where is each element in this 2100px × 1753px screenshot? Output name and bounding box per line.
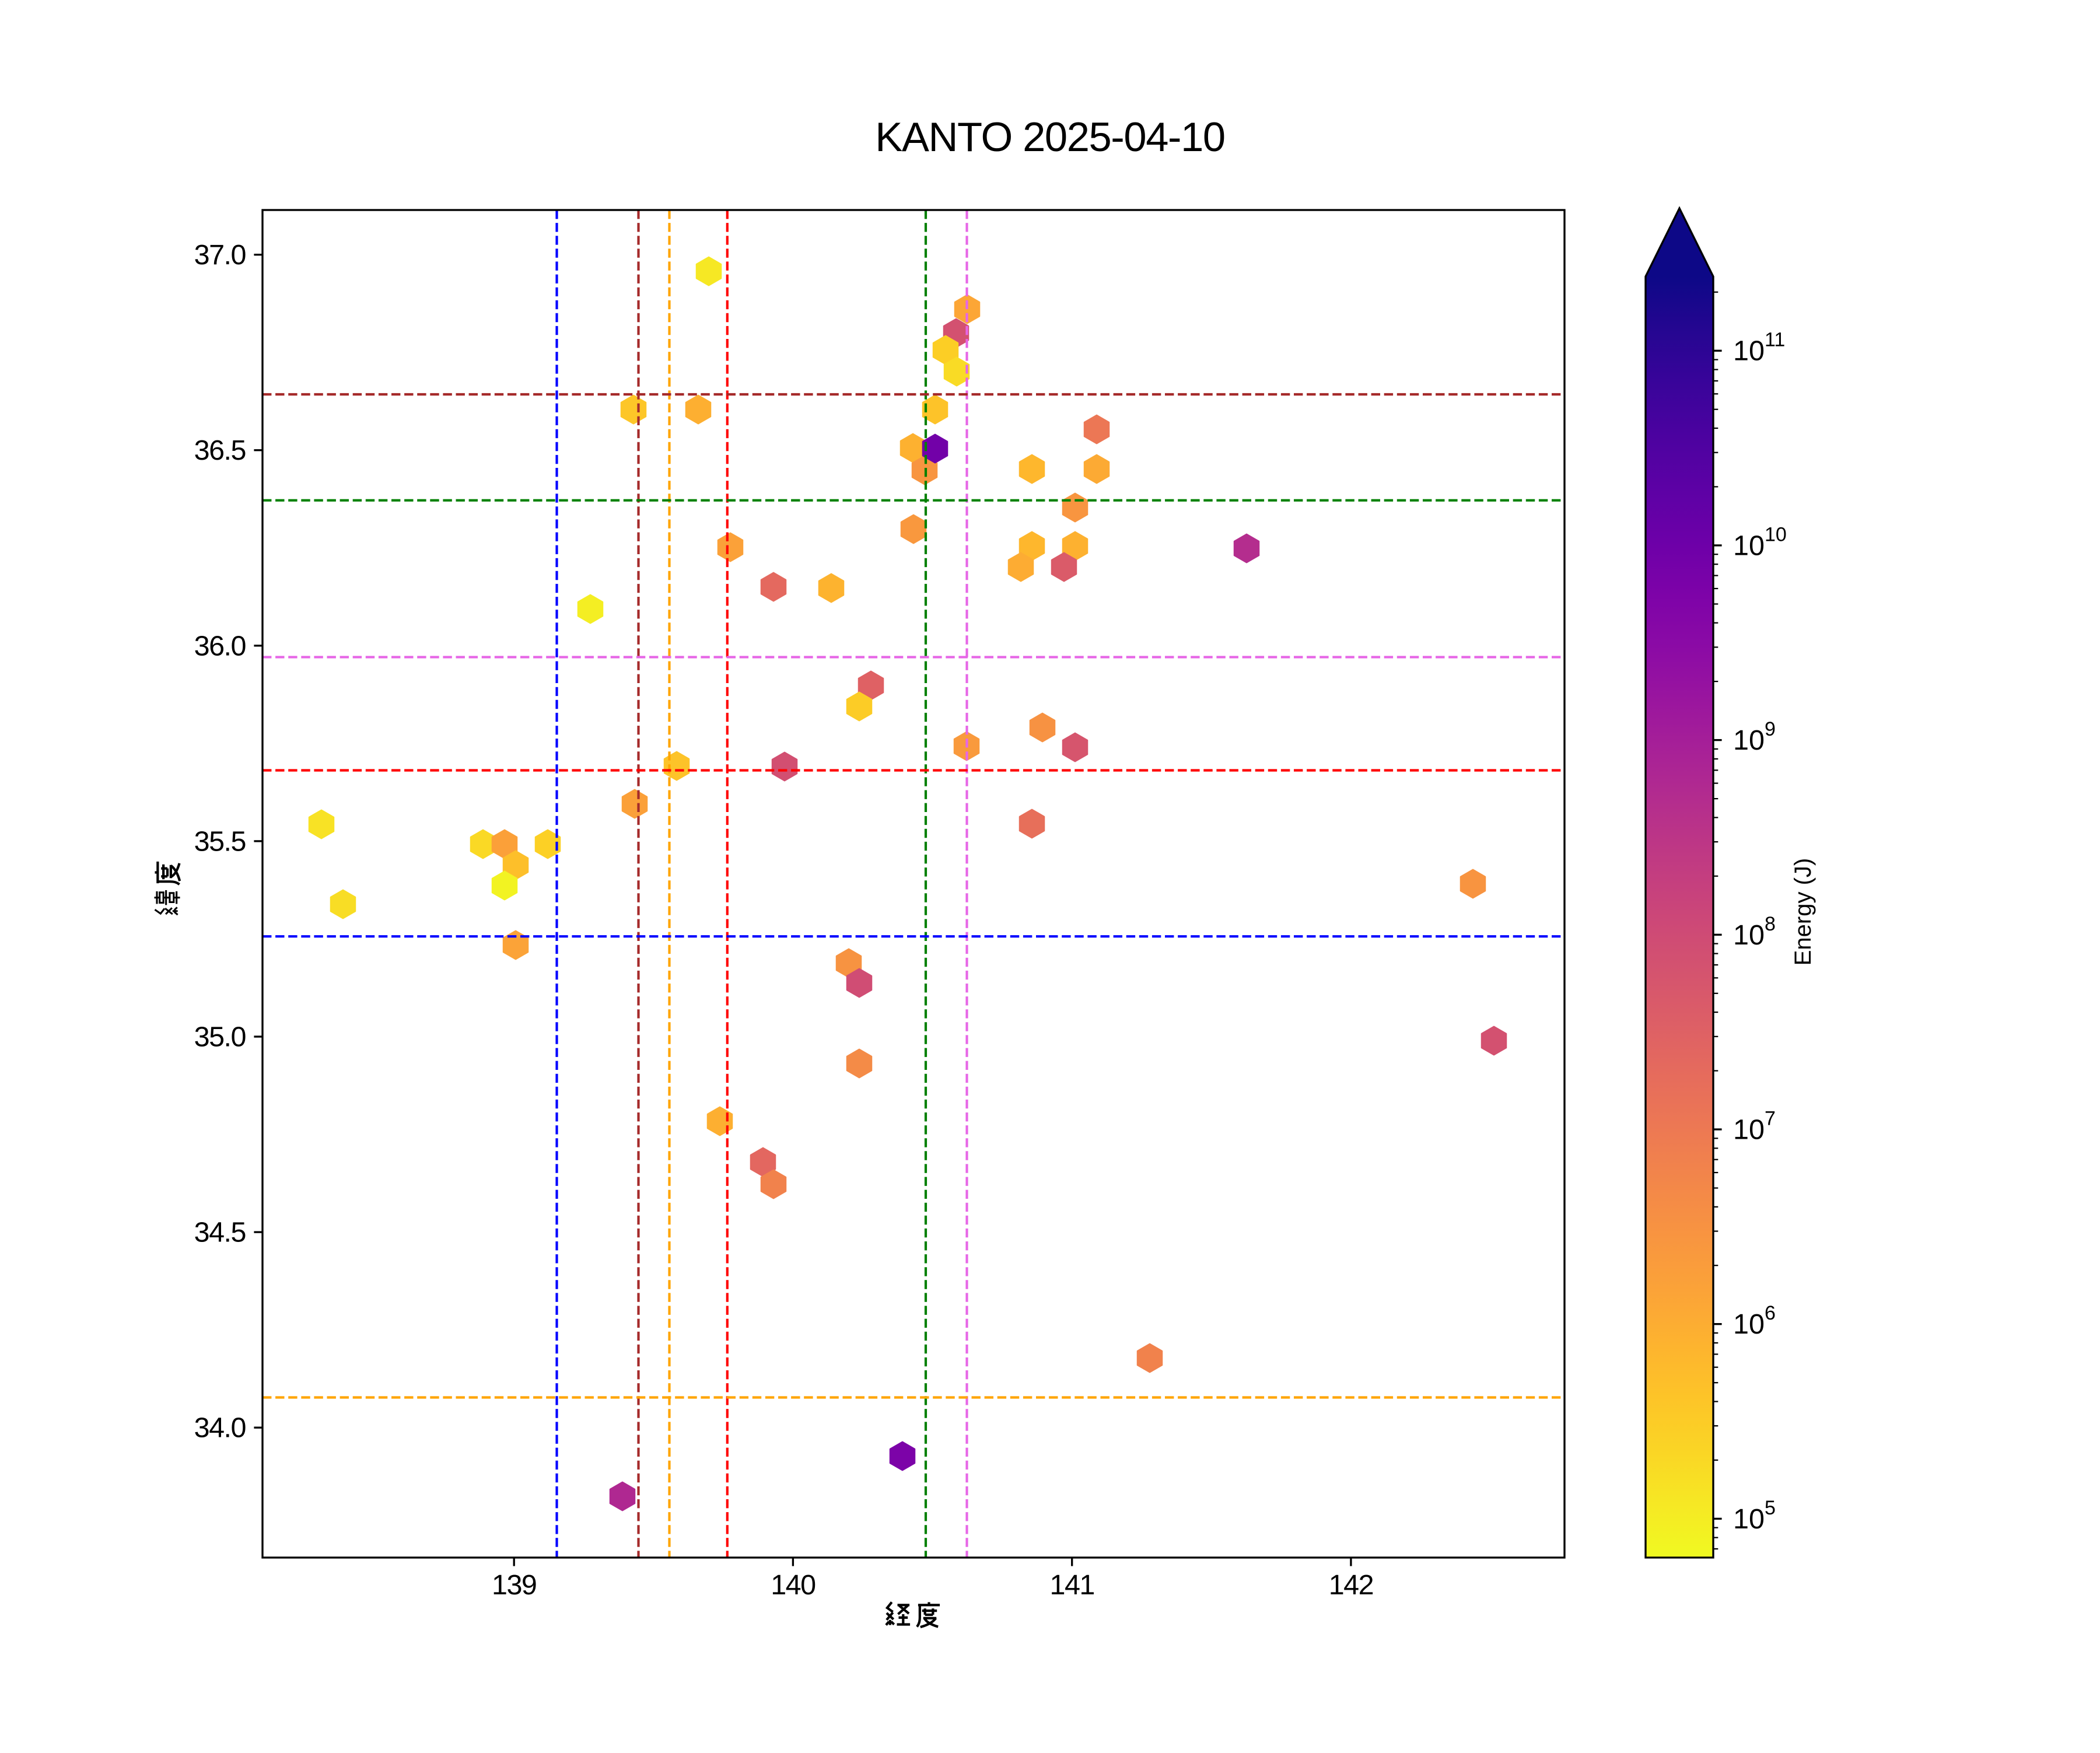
svg-text:37.0: 37.0 bbox=[194, 239, 246, 271]
svg-text:141: 141 bbox=[1049, 1569, 1094, 1601]
svg-text:1011: 1011 bbox=[1733, 329, 1785, 367]
svg-text:140: 140 bbox=[771, 1569, 816, 1601]
svg-text:34.0: 34.0 bbox=[194, 1412, 246, 1444]
svg-text:36.0: 36.0 bbox=[194, 630, 246, 662]
svg-text:35.5: 35.5 bbox=[194, 825, 246, 857]
svg-text:106: 106 bbox=[1733, 1302, 1776, 1340]
svg-text:139: 139 bbox=[492, 1569, 536, 1601]
svg-text:36.5: 36.5 bbox=[194, 435, 246, 466]
svg-text:35.0: 35.0 bbox=[194, 1021, 246, 1053]
svg-text:34.5: 34.5 bbox=[194, 1217, 246, 1248]
svg-text:109: 109 bbox=[1733, 718, 1776, 756]
svg-text:Energy (J): Energy (J) bbox=[1790, 858, 1816, 966]
svg-text:142: 142 bbox=[1329, 1569, 1373, 1601]
svg-text:KANTO 2025-04-10: KANTO 2025-04-10 bbox=[875, 114, 1224, 160]
